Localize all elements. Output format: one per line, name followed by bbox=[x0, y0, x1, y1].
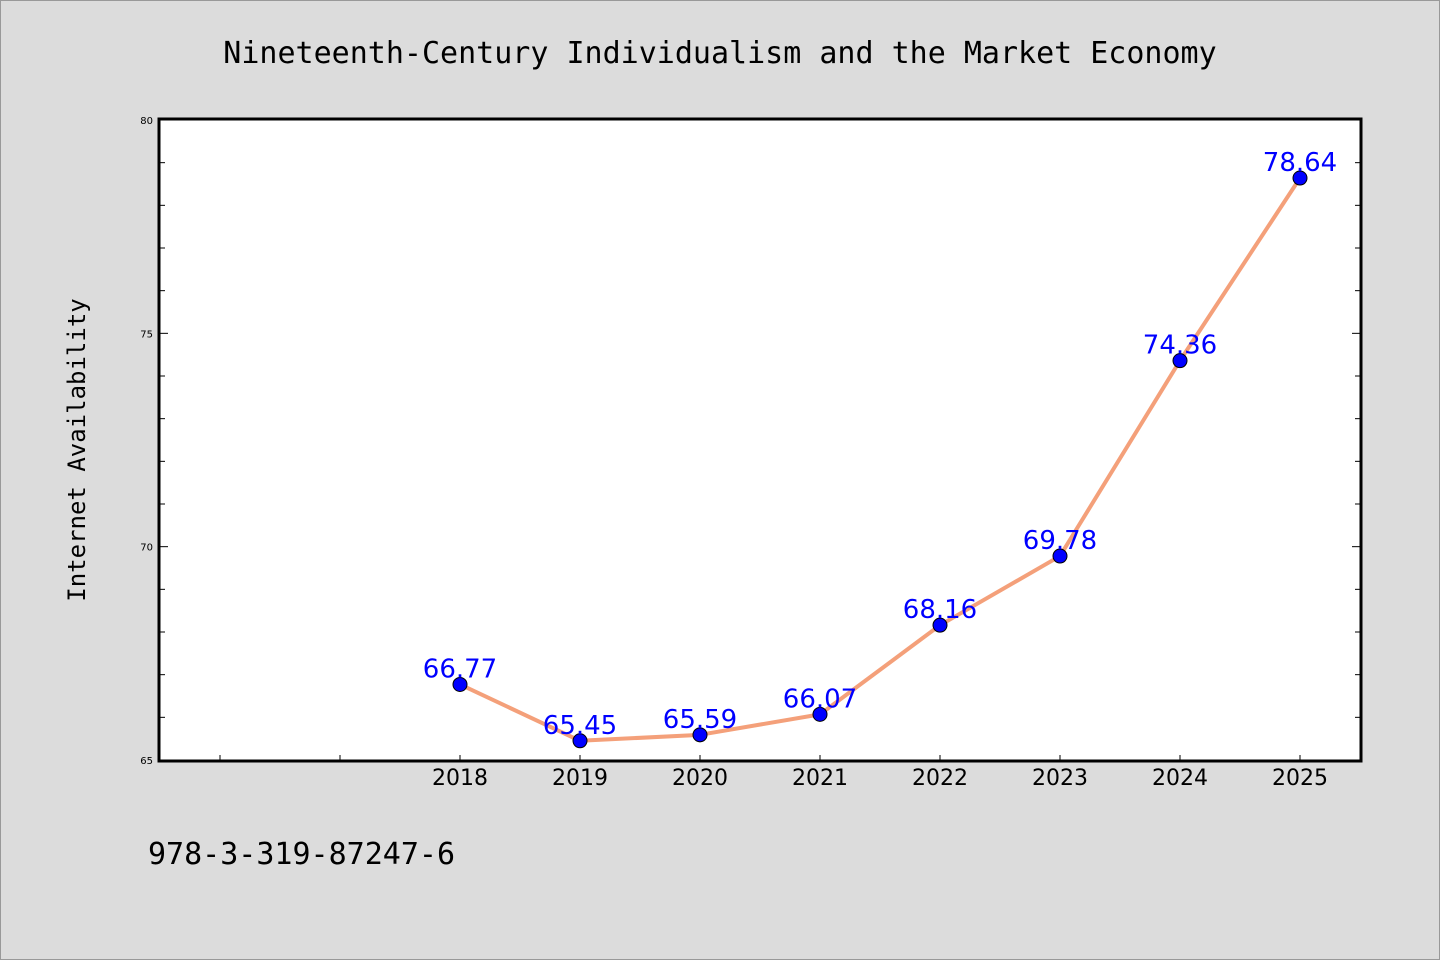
data-label: 78.64 bbox=[1263, 148, 1337, 178]
data-point bbox=[692, 727, 708, 743]
x-tick-label: 2019 bbox=[552, 766, 608, 791]
data-label: 69.78 bbox=[1023, 526, 1097, 556]
data-point bbox=[812, 706, 828, 722]
data-label: 68.16 bbox=[903, 595, 977, 625]
x-tick-label: 2018 bbox=[432, 766, 488, 791]
plot-area bbox=[157, 117, 1363, 763]
y-tick-label: 80 bbox=[140, 116, 153, 127]
data-label: 65.59 bbox=[663, 705, 737, 735]
series-line bbox=[459, 176, 1302, 743]
data-point bbox=[1172, 353, 1188, 369]
x-tick-label: 2023 bbox=[1032, 766, 1088, 791]
x-tick-label: 2025 bbox=[1272, 766, 1328, 791]
data-point bbox=[572, 733, 588, 749]
x-tick-label: 2021 bbox=[792, 766, 848, 791]
data-point bbox=[452, 676, 468, 692]
data-label: 65.45 bbox=[543, 711, 617, 741]
y-axis-label: Internet Availability bbox=[63, 298, 91, 601]
data-point bbox=[1292, 170, 1308, 186]
x-tick-label: 2020 bbox=[672, 766, 728, 791]
data-label: 66.77 bbox=[423, 654, 497, 684]
y-tick-label: 70 bbox=[140, 543, 153, 554]
x-tick-label: 2024 bbox=[1152, 766, 1208, 791]
series-group bbox=[452, 170, 1308, 749]
chart-title: Nineteenth-Century Individualism and the… bbox=[223, 36, 1216, 71]
x-tick-label: 2022 bbox=[912, 766, 968, 791]
data-label: 66.07 bbox=[783, 684, 857, 714]
data-labels-group: 66.77 65.45 65.59 66.07 68.16 69.78 74.36 78.64 bbox=[423, 148, 1337, 741]
footer-isbn: 978-3-319-87247-6 bbox=[148, 837, 455, 872]
y-tick-label: 75 bbox=[140, 329, 153, 340]
y-axis-ticks: 65 70 75 80 bbox=[140, 116, 1360, 767]
y-tick-label: 65 bbox=[140, 756, 153, 767]
data-label: 74.36 bbox=[1143, 331, 1217, 361]
data-point bbox=[1052, 548, 1068, 564]
data-point bbox=[932, 617, 948, 633]
x-axis-ticks: 2018 2019 2020 2021 2022 2023 2024 2025 bbox=[219, 755, 1328, 791]
